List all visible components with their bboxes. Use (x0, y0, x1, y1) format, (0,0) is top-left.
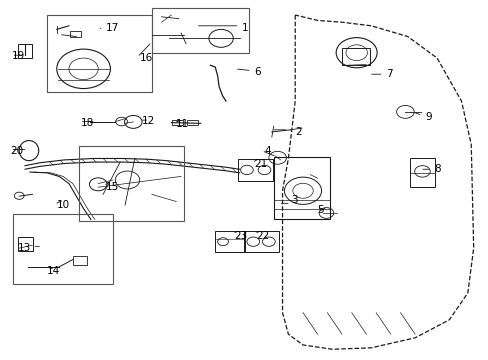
Bar (215, 231, 245, 252)
Text: 12: 12 (142, 116, 155, 126)
Text: 1: 1 (242, 23, 248, 33)
Text: 14: 14 (47, 266, 60, 276)
Bar (186, 120, 197, 126)
Bar (409, 158, 434, 187)
Bar (79, 146, 183, 221)
Text: 8: 8 (434, 164, 440, 174)
Bar (70, 31, 81, 37)
Bar (273, 157, 329, 220)
Bar (238, 159, 273, 181)
Text: 5: 5 (317, 206, 324, 216)
Text: 19: 19 (11, 51, 24, 61)
Bar (47, 15, 152, 92)
Text: 18: 18 (81, 118, 94, 128)
Bar (341, 48, 369, 65)
Text: 23: 23 (234, 231, 247, 240)
Text: 22: 22 (256, 231, 269, 240)
Bar (172, 120, 183, 126)
Text: 9: 9 (424, 112, 430, 122)
Bar (13, 214, 113, 284)
Text: 21: 21 (254, 159, 267, 169)
Text: 20: 20 (10, 146, 23, 156)
Text: 6: 6 (254, 67, 260, 77)
Bar (73, 256, 86, 265)
Text: 2: 2 (295, 127, 302, 136)
Bar (243, 231, 278, 252)
Bar (18, 44, 32, 58)
Text: 4: 4 (264, 146, 270, 156)
Text: 3: 3 (290, 195, 297, 205)
Text: 11: 11 (176, 120, 189, 129)
Bar (152, 8, 249, 53)
Bar (18, 237, 33, 251)
Text: 16: 16 (140, 53, 153, 63)
Text: 10: 10 (57, 200, 70, 210)
Text: 7: 7 (385, 69, 392, 79)
Text: 17: 17 (105, 23, 119, 33)
Text: 13: 13 (18, 243, 31, 253)
Text: 15: 15 (105, 182, 119, 192)
